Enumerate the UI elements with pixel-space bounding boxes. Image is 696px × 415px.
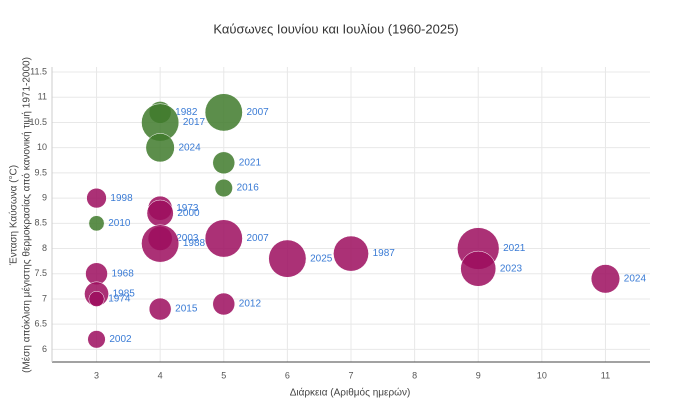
y-tick-label: 7 (42, 293, 47, 303)
data-label: 2024 (178, 142, 201, 153)
bubble (268, 239, 307, 278)
data-label: 1973 (176, 203, 199, 214)
data-label: 2007 (246, 107, 269, 118)
data-label: 2016 (237, 183, 260, 194)
x-tick-label: 11 (601, 370, 610, 380)
data-label: 2012 (239, 299, 262, 310)
bubble (212, 292, 236, 316)
chart-title: Καύσωνες Ιουνίου και Ιουλίου (1960-2025) (213, 21, 458, 36)
y-tick-label: 6 (42, 344, 47, 354)
bubble (214, 178, 233, 198)
data-label: 2021 (239, 157, 262, 168)
data-label: 2023 (500, 263, 523, 274)
data-label: 2000 (177, 208, 200, 219)
y-tick-label: 9.5 (34, 167, 47, 177)
x-tick-label: 10 (537, 370, 547, 380)
y-tick-label: 8.5 (34, 218, 47, 228)
bubble (85, 262, 108, 286)
y-tick-label: 9 (42, 192, 47, 202)
y-tick-label: 10 (37, 142, 47, 152)
data-label: 1974 (108, 294, 131, 305)
data-label: 1968 (112, 268, 135, 279)
data-label: 2017 (183, 117, 206, 128)
bubble (333, 235, 369, 272)
y-tick-label: 6.5 (34, 319, 47, 329)
data-label: 1998 (110, 193, 133, 204)
bubble (141, 224, 180, 263)
y-axis-label: Ένταση Καύσωνα (°C) (Μέση απόκλιση μέγισ… (8, 57, 33, 373)
x-tick-label: 5 (221, 370, 226, 380)
x-tick-label: 9 (476, 370, 481, 380)
x-axis-label: Διάρκεια (Αριθμός ημερών) (290, 387, 411, 399)
bubble (204, 93, 243, 132)
bubble (204, 219, 243, 258)
bubble (88, 215, 105, 232)
bubble (460, 250, 497, 287)
data-label: 2025 (310, 253, 333, 264)
x-tick-label: 8 (412, 370, 417, 380)
x-tick-label: 6 (285, 370, 290, 380)
bubble (145, 133, 175, 163)
x-tick-label: 4 (158, 370, 163, 380)
bubble (86, 187, 107, 209)
data-label: 2002 (109, 334, 132, 345)
data-label: 2003 (176, 233, 199, 244)
y-tick-label: 7.5 (34, 268, 47, 278)
bubble (212, 151, 236, 175)
data-label: 2021 (503, 243, 526, 254)
bubble (590, 264, 621, 294)
y-tick-label: 11.5 (30, 66, 47, 76)
bubble (148, 297, 172, 321)
data-label: 2007 (246, 233, 269, 244)
data-label: 1987 (373, 248, 396, 259)
bubble (146, 199, 174, 227)
data-label: 1985 (113, 289, 136, 300)
bubble (88, 291, 105, 307)
bubble (87, 330, 106, 349)
y-tick-label: 8 (42, 243, 47, 253)
data-label: 2010 (108, 218, 131, 229)
data-label: 2015 (175, 304, 198, 315)
data-label: 1988 (183, 238, 206, 249)
y-tick-label: 11 (38, 92, 47, 102)
x-tick-label: 7 (348, 370, 353, 380)
x-tick-label: 3 (94, 370, 99, 380)
y-axis-label-line: Ένταση Καύσωνα (°C) (8, 165, 20, 266)
y-tick-label: 10.5 (29, 117, 47, 127)
data-label: 1982 (175, 107, 198, 118)
y-axis-label-line: (Μέση απόκλιση μέγιστης θερμοκρασίας από… (21, 57, 33, 373)
data-label: 2024 (624, 273, 647, 284)
